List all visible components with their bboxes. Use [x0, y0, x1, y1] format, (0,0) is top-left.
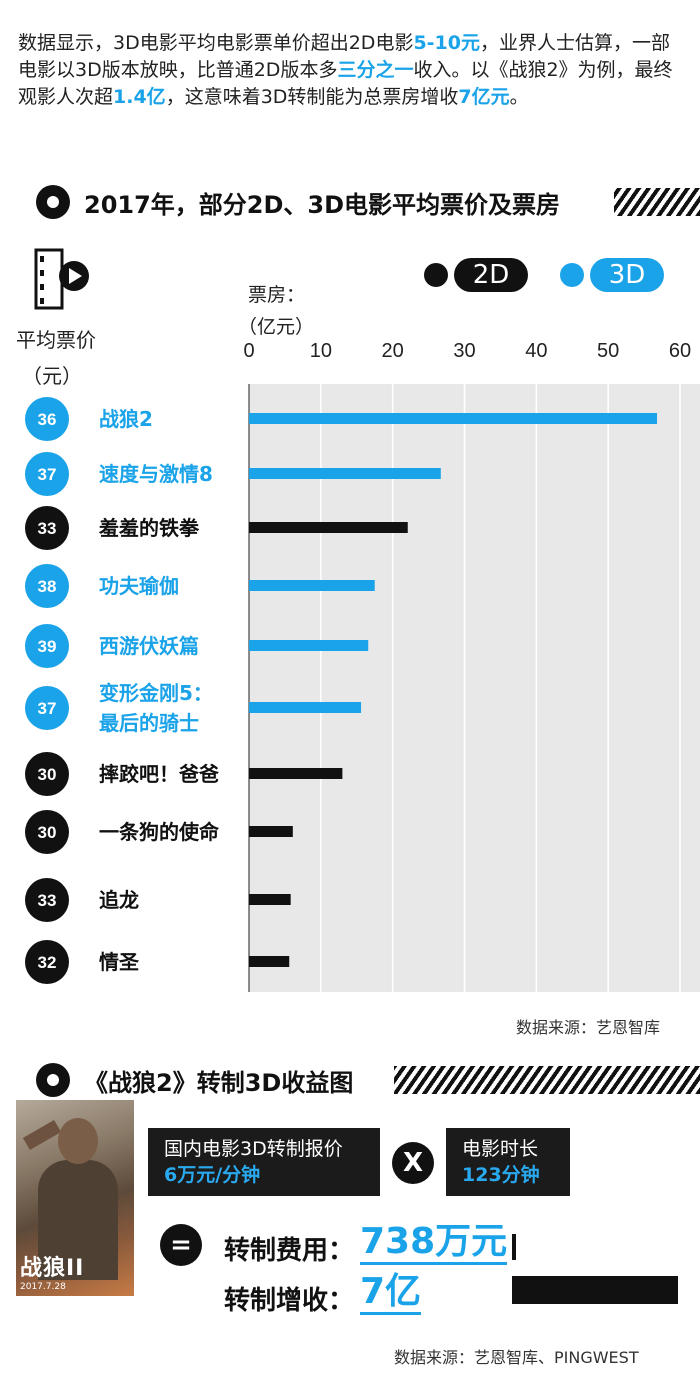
bullet-icon	[36, 1063, 70, 1097]
movie-name-label: 西游伏妖篇	[99, 634, 199, 658]
price-badge-value: 32	[38, 953, 57, 972]
price-badge	[25, 624, 69, 668]
legend-2d: 2D	[424, 258, 528, 292]
price-badge	[25, 752, 69, 796]
hatch-decoration	[614, 188, 700, 216]
price-badge	[25, 564, 69, 608]
x-tick-label: 30	[453, 340, 475, 362]
movie-name-label: 追龙	[99, 888, 139, 912]
boxoffice-bar	[249, 413, 658, 424]
price-badge	[25, 686, 69, 730]
legend-2d-pill: 2D	[454, 258, 528, 292]
price-badge	[25, 940, 69, 984]
legend-3d: 3D	[560, 258, 664, 292]
section-title-revenue: 《战狼2》转制3D收益图	[36, 1062, 353, 1098]
redaction-bar	[512, 1276, 678, 1304]
multiply-icon: X	[392, 1142, 434, 1184]
price-badge-value: 30	[38, 765, 57, 784]
movie-name-label: 战狼2	[99, 407, 153, 431]
x-tick-label: 40	[525, 340, 547, 362]
boxoffice-bar	[249, 956, 290, 967]
movie-name-label: 羞羞的铁拳	[98, 516, 200, 540]
price-badge	[25, 452, 69, 496]
movie-poster: 战狼II 2017.7.28	[16, 1100, 134, 1296]
source-note-revenue: 数据来源：艺恩智库、PINGWEST	[394, 1348, 639, 1367]
legend-3d-pill: 3D	[590, 258, 664, 292]
boxoffice-bar	[249, 522, 408, 533]
intro-paragraph: 数据显示，3D电影平均电影票单价超出2D电影5-10元，业界人士估算，一部电影以…	[18, 32, 673, 108]
price-badge-value: 36	[38, 410, 57, 429]
price-axis-unit: （元）	[22, 364, 82, 388]
price-badge-value: 30	[38, 823, 57, 842]
boxoffice-bar	[249, 640, 369, 651]
x-tick-label: 10	[310, 340, 332, 362]
movie-name-label: 变形金刚5：	[99, 681, 213, 705]
movie-name-label: 速度与激情8	[99, 462, 213, 486]
boxoffice-bar-chart: 0 10 20 30 40 50 60 36 战狼2 37 速度与激情8 33 羞羞的铁拳 38 功夫瑜伽 3…	[25, 340, 700, 992]
boxoffice-axis-label: 票房：	[248, 284, 306, 306]
cost-value: 738万元	[360, 1222, 508, 1265]
price-badge	[25, 810, 69, 854]
boxoffice-bar	[249, 580, 375, 591]
cursor-mark	[512, 1234, 516, 1260]
price-badge-value: 33	[38, 891, 57, 910]
movie-name-label: 最后的骑士	[99, 711, 199, 735]
conversion-price-box: 国内电影3D转制报价 6万元/分钟	[148, 1128, 380, 1196]
boxoffice-bar	[249, 468, 441, 479]
movie-name-label: 一条狗的使命	[99, 820, 220, 844]
bullet-icon	[36, 185, 70, 219]
boxoffice-bar	[249, 702, 362, 713]
boxoffice-bar	[249, 894, 291, 905]
plot-background	[249, 384, 700, 992]
legend-3d-dot	[560, 263, 584, 287]
boxoffice-bar	[249, 768, 343, 779]
x-tick-label: 60	[669, 340, 691, 362]
price-axis-label: 平均票价	[16, 328, 96, 352]
movie-name-label: 功夫瑜伽	[99, 574, 179, 598]
source-note-chart: 数据来源：艺恩智库	[516, 1018, 661, 1037]
boxoffice-axis-unit: （亿元）	[238, 316, 315, 338]
price-badge	[25, 878, 69, 922]
equals-icon: =	[160, 1224, 202, 1266]
legend-2d-dot	[424, 263, 448, 287]
price-badge-value: 38	[38, 577, 57, 596]
price-badge	[25, 506, 69, 550]
film-play-icon	[34, 248, 89, 310]
x-tick-label: 20	[382, 340, 404, 362]
gain-label: 转制增收：	[224, 1286, 355, 1316]
movie-name-label: 摔跤吧！爸爸	[99, 762, 219, 786]
price-badge-value: 37	[38, 699, 57, 718]
boxoffice-bar	[249, 826, 293, 837]
duration-box: 电影时长 123分钟	[446, 1128, 570, 1196]
x-tick-label: 0	[243, 340, 254, 362]
hatch-decoration	[394, 1066, 700, 1094]
gain-value: 7亿	[360, 1272, 422, 1315]
section-title-chart: 2017年，部分2D、3D电影平均票价及票房	[36, 184, 560, 220]
cost-label: 转制费用：	[224, 1236, 355, 1266]
price-badge-value: 39	[38, 637, 57, 656]
price-badge-value: 33	[38, 519, 57, 538]
price-badge-value: 37	[38, 465, 57, 484]
price-badge	[25, 397, 69, 441]
movie-name-label: 情圣	[99, 950, 140, 974]
x-tick-label: 50	[597, 340, 619, 362]
